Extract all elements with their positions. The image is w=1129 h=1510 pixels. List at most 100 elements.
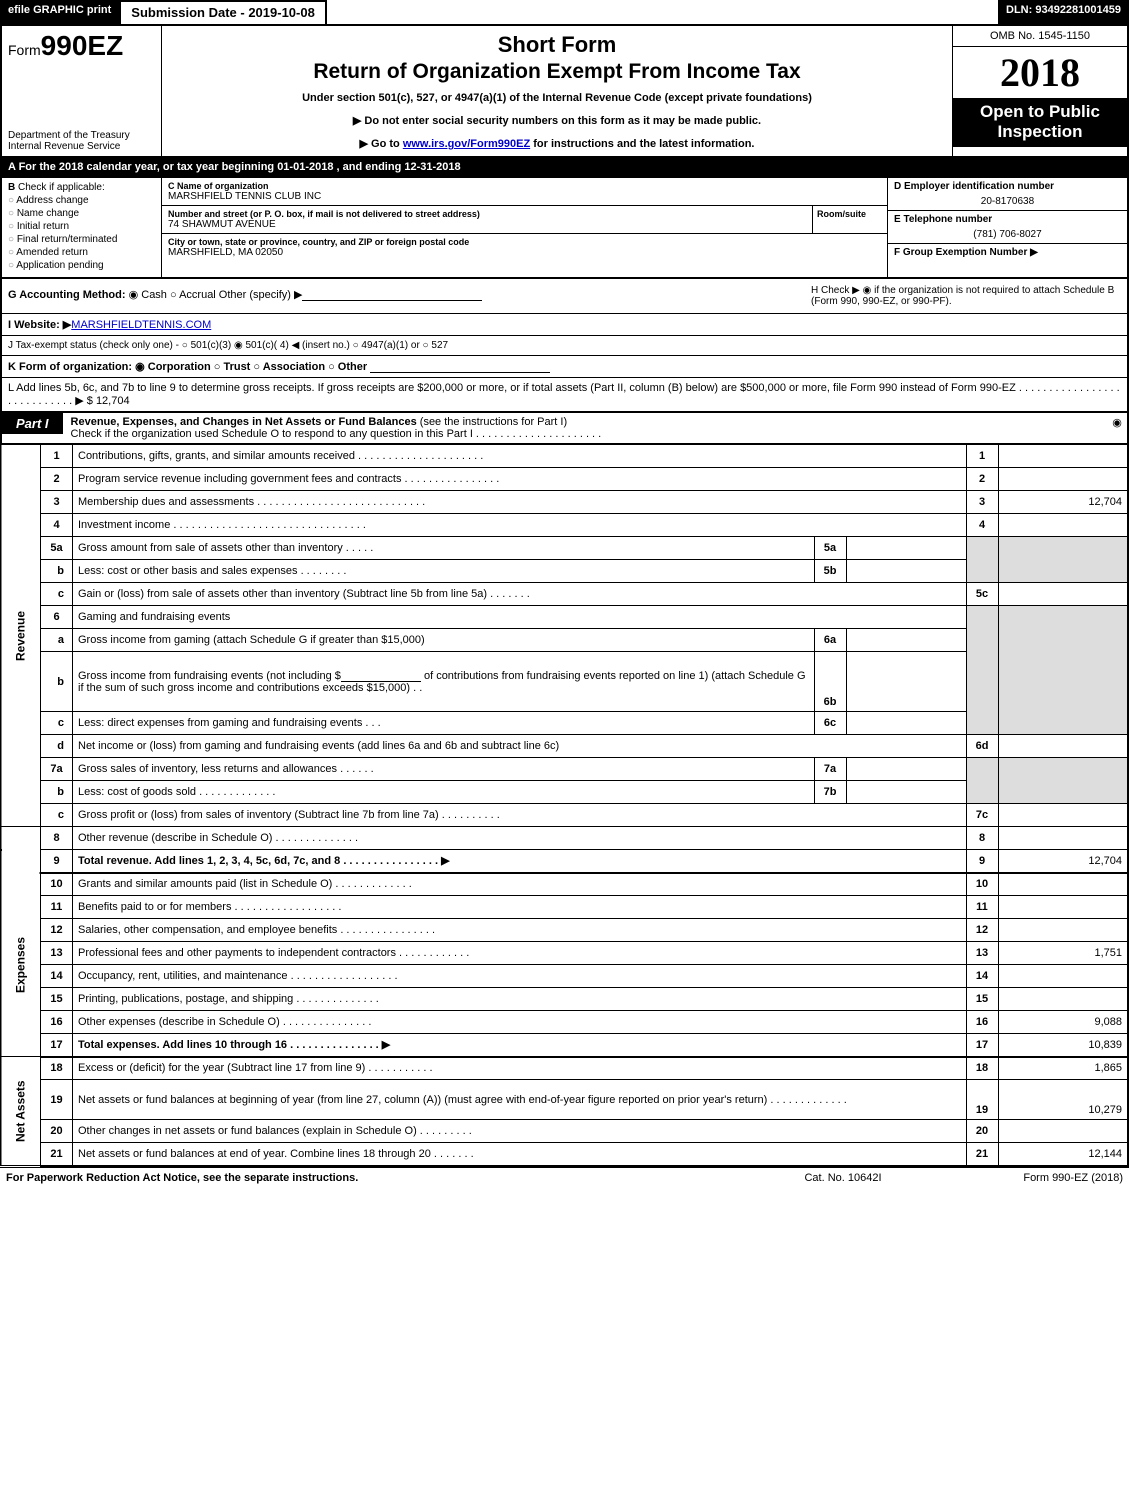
line-8-val <box>998 827 1128 850</box>
form-title: Return of Organization Exempt From Incom… <box>172 60 942 84</box>
netassets-section-label: Net Assets <box>1 1057 41 1166</box>
expenses-section-label: Expenses <box>1 873 41 1057</box>
shade-6 <box>966 606 998 735</box>
city-row: City or town, state or province, country… <box>162 234 887 261</box>
omb-number: OMB No. 1545-1150 <box>953 26 1127 47</box>
line-6-desc: Gaming and fundraising events <box>73 606 967 629</box>
inspection-badge: Open to Public Inspection <box>953 98 1127 147</box>
line-4-colnum: 4 <box>966 514 998 537</box>
line-5c-val <box>998 583 1128 606</box>
chk-amended-return[interactable]: Amended return <box>8 247 155 258</box>
line-5c-num: c <box>41 583 73 606</box>
revenue-section-label: Revenue <box>1 445 41 827</box>
line-4-desc: Investment income . . . . . . . . . . . … <box>73 514 967 537</box>
line-14-colnum: 14 <box>966 965 998 988</box>
chk-initial-return[interactable]: Initial return <box>8 221 155 232</box>
chk-address-change[interactable]: Address change <box>8 195 155 206</box>
line-5b-minival <box>846 560 966 583</box>
line-1-val <box>998 445 1128 468</box>
line-14-desc: Occupancy, rent, utilities, and maintena… <box>73 965 967 988</box>
shade-6v <box>998 606 1128 735</box>
line-10-val <box>998 873 1128 896</box>
line-5c-desc: Gain or (loss) from sale of assets other… <box>73 583 967 606</box>
phone-row: E Telephone number (781) 706-8027 <box>888 211 1127 244</box>
line-5c-colnum: 5c <box>966 583 998 606</box>
line-17-num: 17 <box>41 1034 73 1057</box>
submission-date: Submission Date - 2019-10-08 <box>119 0 327 26</box>
website-line: I Website: ▶MARSHFIELDTENNIS.COM <box>0 314 1129 336</box>
line-3-colnum: 3 <box>966 491 998 514</box>
chk-name-change[interactable]: Name change <box>8 208 155 219</box>
line-16-num: 16 <box>41 1011 73 1034</box>
line-3-num: 3 <box>41 491 73 514</box>
line-9-desc: Total revenue. Add lines 1, 2, 3, 4, 5c,… <box>73 850 967 873</box>
line-10-num: 10 <box>41 873 73 896</box>
footer-catno: Cat. No. 10642I <box>743 1172 943 1184</box>
line-9-num: 9 <box>41 850 73 873</box>
link-notice: ▶ Go to www.irs.gov/Form990EZ for instru… <box>172 137 942 150</box>
line-2-val <box>998 468 1128 491</box>
line-11-desc: Benefits paid to or for members . . . . … <box>73 896 967 919</box>
line-1-desc: Contributions, gifts, grants, and simila… <box>73 445 967 468</box>
chk-application-pending[interactable]: Application pending <box>8 260 155 271</box>
part1-checkbox[interactable]: ◉ <box>1107 413 1127 429</box>
line-8-desc: Other revenue (describe in Schedule O) .… <box>73 827 967 850</box>
line-18-val: 1,865 <box>998 1057 1128 1080</box>
line-12-num: 12 <box>41 919 73 942</box>
website-link[interactable]: MARSHFIELDTENNIS.COM <box>71 319 211 331</box>
shade-7 <box>966 758 998 804</box>
line-7a-desc: Gross sales of inventory, less returns a… <box>73 758 815 781</box>
part1-title: Revenue, Expenses, and Changes in Net As… <box>63 413 1107 443</box>
line-7b-minival <box>846 781 966 804</box>
line-15-val <box>998 988 1128 1011</box>
line-5a-minival <box>846 537 966 560</box>
line-19-desc: Net assets or fund balances at beginning… <box>73 1080 967 1120</box>
form-subtitle: Under section 501(c), 527, or 4947(a)(1)… <box>172 92 942 104</box>
line-21-val: 12,144 <box>998 1143 1128 1166</box>
line-18-desc: Excess or (deficit) for the year (Subtra… <box>73 1057 967 1080</box>
line-13-val: 1,751 <box>998 942 1128 965</box>
tax-year: 2018 <box>953 47 1127 98</box>
line-21-num: 21 <box>41 1143 73 1166</box>
irs-link[interactable]: www.irs.gov/Form990EZ <box>403 138 530 150</box>
street-row: Number and street (or P. O. box, if mail… <box>162 206 887 234</box>
shade-5v <box>998 537 1128 583</box>
line-1-num: 1 <box>41 445 73 468</box>
line-2-desc: Program service revenue including govern… <box>73 468 967 491</box>
line-5b-desc: Less: cost or other basis and sales expe… <box>73 560 815 583</box>
line-18-colnum: 18 <box>966 1057 998 1080</box>
line-7c-num: c <box>41 804 73 827</box>
schedule-b-check: H Check ▶ ◉ if the organization is not r… <box>811 285 1121 307</box>
line-19-num: 19 <box>41 1080 73 1120</box>
line-18-num: 18 <box>41 1057 73 1080</box>
line-19-val: 10,279 <box>998 1080 1128 1120</box>
line-14-num: 14 <box>41 965 73 988</box>
line-6a-num: a <box>41 629 73 652</box>
line-5a-num: 5a <box>41 537 73 560</box>
form-of-org: K Form of organization: ◉ Corporation ○ … <box>0 356 1129 378</box>
ein-row: D Employer identification number 20-8170… <box>888 178 1127 211</box>
line-19-colnum: 19 <box>966 1080 998 1120</box>
line-6a-desc: Gross income from gaming (attach Schedul… <box>73 629 815 652</box>
line-12-desc: Salaries, other compensation, and employ… <box>73 919 967 942</box>
gross-receipts-line: L Add lines 5b, 6c, and 7b to line 9 to … <box>0 378 1129 413</box>
line-6a-mini: 6a <box>814 629 846 652</box>
line-11-colnum: 11 <box>966 896 998 919</box>
line-20-num: 20 <box>41 1120 73 1143</box>
line-6c-minival <box>846 712 966 735</box>
line-6b-desc: Gross income from fundraising events (no… <box>73 652 815 712</box>
line-6c-mini: 6c <box>814 712 846 735</box>
line-5b-num: b <box>41 560 73 583</box>
line-2-colnum: 2 <box>966 468 998 491</box>
line-15-colnum: 15 <box>966 988 998 1011</box>
line-6c-num: c <box>41 712 73 735</box>
chk-final-return[interactable]: Final return/terminated <box>8 234 155 245</box>
group-exemption-row: F Group Exemption Number ▶ <box>888 244 1127 277</box>
department-label: Department of the Treasury Internal Reve… <box>8 130 155 152</box>
line-4-num: 4 <box>41 514 73 537</box>
line-16-val: 9,088 <box>998 1011 1128 1034</box>
line-21-colnum: 21 <box>966 1143 998 1166</box>
line-17-colnum: 17 <box>966 1034 998 1057</box>
line-3-val: 12,704 <box>998 491 1128 514</box>
line-5a-desc: Gross amount from sale of assets other t… <box>73 537 815 560</box>
